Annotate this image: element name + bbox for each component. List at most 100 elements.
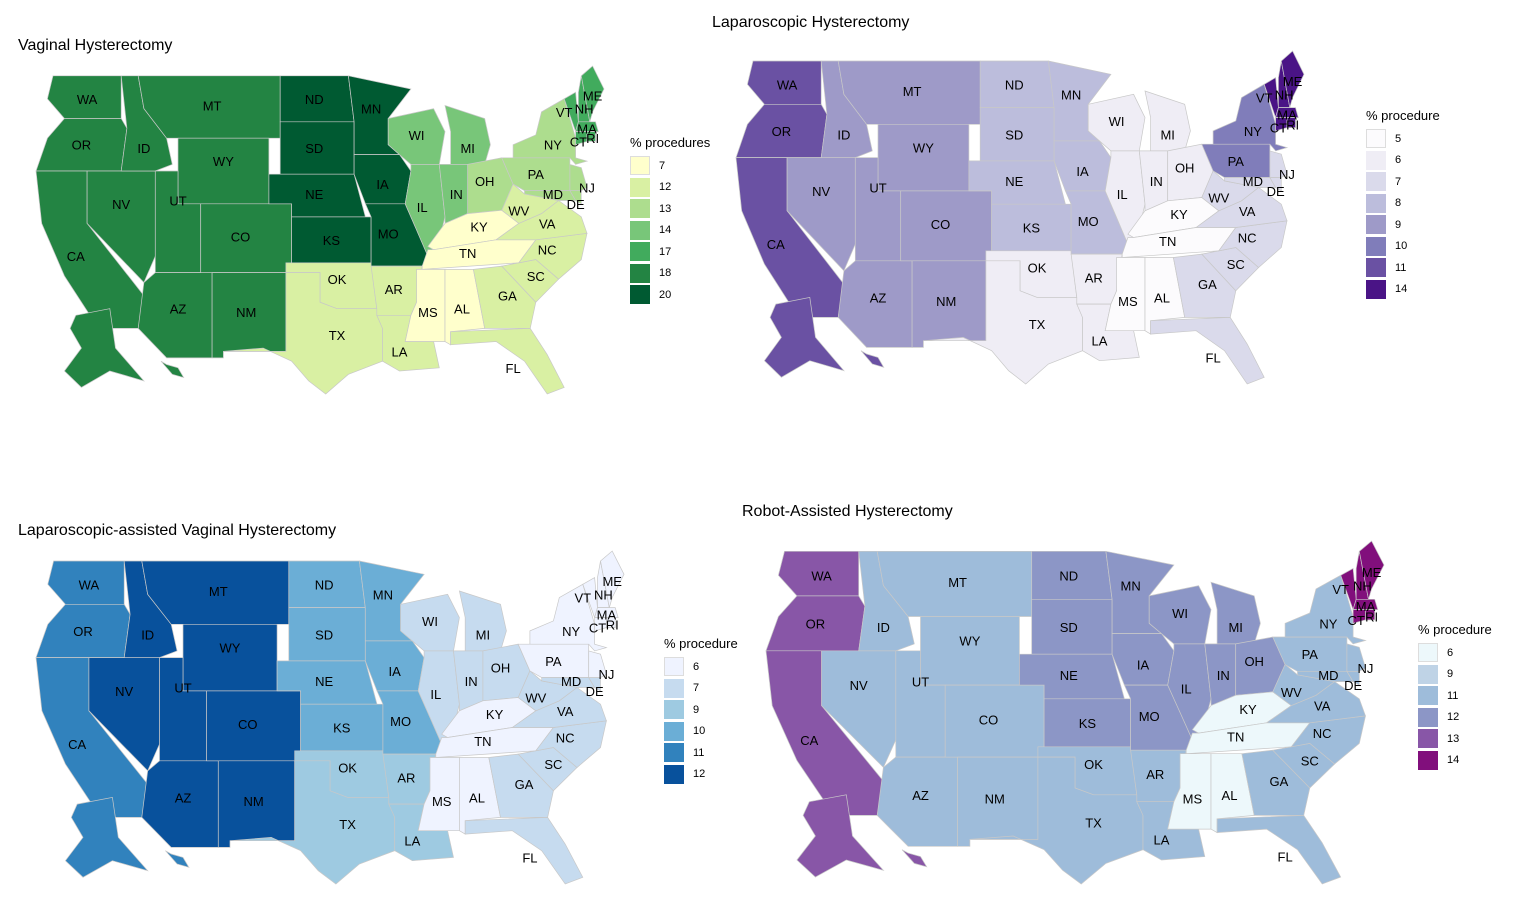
state-label-or: OR xyxy=(73,624,93,639)
legend-swatch xyxy=(630,177,650,197)
legend-swatch xyxy=(664,721,684,741)
legend-item: 7 xyxy=(664,678,699,699)
state-label-md: MD xyxy=(543,187,563,202)
legend-value: 8 xyxy=(1395,197,1402,209)
state-label-mi: MI xyxy=(460,141,474,156)
state-label-ma: MA xyxy=(577,121,597,136)
legend-swatch xyxy=(664,700,684,719)
legend-swatch xyxy=(1418,686,1438,705)
legend-item: 13 xyxy=(1418,728,1459,749)
state-label-ok: OK xyxy=(1028,261,1047,276)
state-label-ny: NY xyxy=(1244,124,1262,139)
state-label-ny: NY xyxy=(544,138,562,153)
state-label-ne: NE xyxy=(305,187,323,202)
state-label-nc: NC xyxy=(1238,231,1257,246)
state-label-tn: TN xyxy=(474,734,491,749)
state-label-tn: TN xyxy=(1159,234,1176,249)
state-label-wa: WA xyxy=(79,577,100,592)
state-nj xyxy=(569,163,588,191)
state-label-ks: KS xyxy=(1023,221,1041,236)
legend-value: 6 xyxy=(693,660,700,673)
legend-item: 11 xyxy=(664,742,704,763)
state-label-me: ME xyxy=(583,89,603,104)
state-tx xyxy=(923,260,1083,385)
state-label-la: LA xyxy=(404,834,420,849)
legend-swatch xyxy=(1366,150,1386,170)
us-choropleth-map: WA OR CA NV ID MT WY UT AZ CO NM ND SD NE KS OK TX MN IA MO… xyxy=(35,550,625,885)
state-label-me: ME xyxy=(1362,565,1382,580)
legend-item: 20 xyxy=(630,284,671,305)
legend-swatch xyxy=(1366,215,1386,234)
state-me xyxy=(1358,540,1385,600)
legend-value: 11 xyxy=(1447,689,1459,702)
state-label-mi: MI xyxy=(1228,620,1242,635)
state-label-ri: RI xyxy=(586,131,599,146)
state-label-ga: GA xyxy=(498,289,517,304)
state-label-nm: NM xyxy=(243,794,263,809)
state-label-tx: TX xyxy=(1029,317,1046,332)
legend-swatch xyxy=(1366,129,1386,148)
state-label-mt: MT xyxy=(203,98,222,113)
state-nj xyxy=(1269,150,1288,178)
state-label-wi: WI xyxy=(422,614,438,629)
state-label-ct: CT xyxy=(1270,121,1287,136)
state-hi xyxy=(165,850,190,868)
legend-value: 9 xyxy=(693,703,700,716)
state-label-ri: RI xyxy=(606,617,619,632)
state-label-in: IN xyxy=(450,187,463,202)
state-label-nh: NH xyxy=(594,587,613,602)
state-label-wv: WV xyxy=(525,691,546,706)
legend-value: 6 xyxy=(1395,154,1402,166)
state-label-wy: WY xyxy=(959,634,980,649)
state-label-mi: MI xyxy=(1160,127,1174,142)
state-label-nv: NV xyxy=(812,184,830,199)
legend-item: 14 xyxy=(1366,279,1407,300)
state-label-ma: MA xyxy=(1277,107,1297,122)
state-label-mo: MO xyxy=(378,226,399,241)
state-label-ut: UT xyxy=(169,194,186,209)
state-label-nd: ND xyxy=(305,92,324,107)
state-label-mo: MO xyxy=(390,714,411,729)
legend-value: 10 xyxy=(1395,240,1408,252)
state-label-nv: NV xyxy=(850,678,868,693)
state-label-tx: TX xyxy=(1085,815,1102,830)
state-label-al: AL xyxy=(1222,788,1238,803)
state-label-ut: UT xyxy=(912,675,929,690)
state-label-nc: NC xyxy=(538,243,557,258)
state-label-pa: PA xyxy=(1302,647,1319,662)
state-label-pa: PA xyxy=(545,654,562,669)
state-me xyxy=(1280,50,1305,108)
legend-item: 9 xyxy=(664,699,699,720)
state-label-co: CO xyxy=(979,712,999,727)
state-ga xyxy=(1172,253,1237,318)
legend-value: 7 xyxy=(659,159,666,172)
state-me xyxy=(600,550,625,608)
legend-value: 14 xyxy=(659,224,672,236)
state-label-wv: WV xyxy=(1281,685,1302,700)
state-ak xyxy=(63,308,145,388)
legend-swatch xyxy=(630,263,650,283)
legend-value: 5 xyxy=(1395,132,1402,145)
state-label-fl: FL xyxy=(506,361,521,376)
state-wy xyxy=(177,137,270,205)
state-fl xyxy=(450,328,565,395)
state-label-wa: WA xyxy=(811,568,832,583)
state-label-me: ME xyxy=(1283,74,1303,89)
legend-swatch xyxy=(1366,172,1386,191)
state-label-mn: MN xyxy=(361,102,381,117)
state-label-nd: ND xyxy=(1059,568,1078,583)
state-ak xyxy=(796,794,885,878)
state-tx xyxy=(223,272,383,395)
state-label-nj: NJ xyxy=(598,667,614,682)
legend-value: 13 xyxy=(659,202,672,215)
legend-item: 14 xyxy=(630,220,671,241)
state-label-wy: WY xyxy=(213,154,234,169)
state-label-sd: SD xyxy=(1005,127,1023,142)
legend-value: 14 xyxy=(1395,283,1408,295)
state-label-ia: IA xyxy=(376,177,389,192)
legend-value: 12 xyxy=(659,181,672,193)
state-label-ut: UT xyxy=(174,681,191,696)
state-label-wv: WV xyxy=(1208,191,1229,206)
legend-title: % procedures xyxy=(630,135,711,150)
state-label-il: IL xyxy=(430,687,441,702)
